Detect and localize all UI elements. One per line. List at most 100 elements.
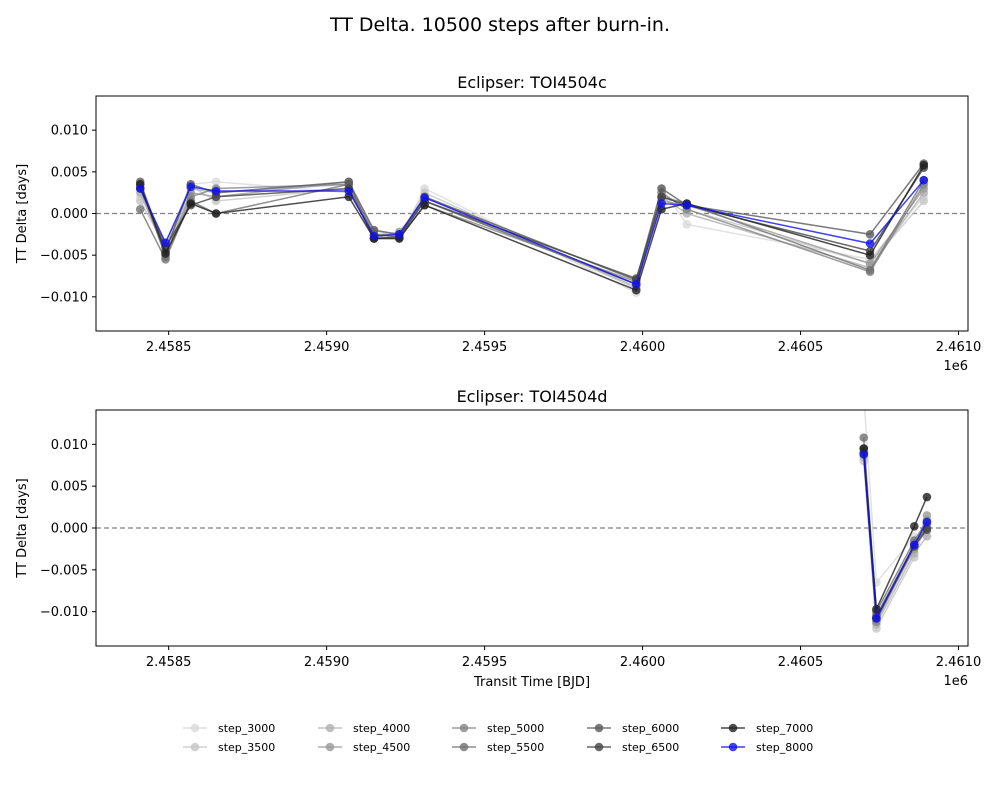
panel-toi4504c: Eclipser: TOI4504c 2.4585 2.4590 2.4595 2.46… <box>15 73 981 374</box>
data-point <box>369 231 379 241</box>
x-offset-label: 1e6 <box>943 359 968 374</box>
legend-entry-step_6500: step_6500 <box>587 741 679 754</box>
data-point <box>919 160 929 170</box>
data-point <box>682 220 692 229</box>
legend-marker <box>190 742 200 752</box>
legend-entry-step_5500: step_5500 <box>452 741 544 754</box>
x-tick-label: 2.4590 <box>304 340 350 355</box>
legend-entry-step_6000: step_6000 <box>587 722 679 735</box>
legend-marker <box>459 723 469 733</box>
data-point <box>211 209 221 218</box>
y-tick-label: 0.005 <box>51 165 88 180</box>
x-tick-label: 2.4610 <box>936 655 982 670</box>
legend-marker <box>325 723 335 733</box>
legend-label: step_4500 <box>353 741 410 754</box>
x-tick-label: 2.4600 <box>620 340 666 355</box>
legend-entry-step_3500: step_3500 <box>183 741 275 754</box>
y-tick-label: −0.005 <box>40 249 88 264</box>
data-point <box>865 230 875 239</box>
data-point <box>865 250 875 260</box>
y-tick-label: −0.010 <box>40 290 88 305</box>
x-tick-label: 2.4595 <box>462 340 508 355</box>
data-point <box>211 177 221 187</box>
plot-area <box>859 410 932 633</box>
data-point <box>909 522 919 531</box>
data-point <box>420 193 429 202</box>
panel-title: Eclipser: TOI4504c <box>457 73 607 92</box>
plot-area <box>135 159 929 297</box>
data-point <box>657 184 666 193</box>
data-point <box>919 175 929 185</box>
x-tick-label: 2.4585 <box>146 655 192 670</box>
figure-suptitle: TT Delta. 10500 steps after burn-in. <box>329 14 670 36</box>
legend-label: step_3000 <box>218 722 275 735</box>
x-tick-label: 2.4590 <box>304 655 350 670</box>
legend-entry-step_4500: step_4500 <box>318 741 410 754</box>
data-point <box>922 492 932 502</box>
y-tick-label: 0.010 <box>51 438 88 453</box>
data-point <box>420 200 429 210</box>
data-point <box>865 239 875 248</box>
y-tick-label: 0.000 <box>51 522 88 537</box>
panel-title: Eclipser: TOI4504d <box>457 387 608 406</box>
data-point <box>872 614 881 623</box>
x-tick-label: 2.4600 <box>620 655 666 670</box>
legend-marker <box>325 742 335 752</box>
data-point <box>865 265 875 275</box>
y-tick-label: −0.005 <box>40 563 88 578</box>
legend-label: step_3500 <box>218 741 275 754</box>
legend-marker <box>728 742 738 752</box>
x-tick-label: 2.4595 <box>462 655 508 670</box>
x-tick-label: 2.4605 <box>778 340 824 355</box>
legend: step_3000 step_3500 step_4000 step_4500 step… <box>183 722 813 754</box>
series-step_8000 <box>135 175 929 289</box>
data-point <box>919 196 929 206</box>
legend-label: step_5500 <box>487 741 544 754</box>
data-point <box>344 177 354 187</box>
data-point <box>161 249 170 258</box>
data-point <box>859 433 869 442</box>
x-offset-label: 1e6 <box>943 674 968 689</box>
data-point <box>135 205 145 214</box>
data-point <box>657 192 666 202</box>
legend-entry-step_7000: step_7000 <box>721 722 813 735</box>
legend-label: step_4000 <box>353 722 410 735</box>
data-point <box>682 200 692 210</box>
y-axis-label: TT Delta [days] <box>15 478 30 578</box>
legend-entry-step_3000: step_3000 <box>183 722 275 735</box>
legend-marker <box>728 723 738 733</box>
data-point <box>657 199 666 208</box>
legend-entry-step_8000: step_8000 <box>721 741 813 754</box>
legend-marker <box>190 723 200 733</box>
panel-toi4504d: Eclipser: TOI4504d 2.4585 2.4590 2.4595 2.46… <box>15 387 981 690</box>
x-tick-label: 2.4585 <box>146 340 192 355</box>
data-point <box>211 186 221 196</box>
y-axis-label: TT Delta [days] <box>15 164 30 264</box>
data-point <box>186 199 196 208</box>
x-tick-label: 2.4610 <box>936 340 982 355</box>
legend-label: step_7000 <box>756 722 813 735</box>
data-point <box>922 532 932 541</box>
series-line <box>862 454 928 622</box>
legend-marker <box>594 723 604 733</box>
data-point <box>395 230 404 239</box>
legend-label: step_6000 <box>622 722 679 735</box>
data-point <box>922 525 932 534</box>
legend-marker <box>594 742 604 752</box>
legend-entry-step_5000: step_5000 <box>452 722 544 735</box>
series-step_8000 <box>859 450 932 623</box>
y-tick-label: 0.005 <box>51 480 88 495</box>
legend-label: step_5000 <box>487 722 544 735</box>
x-axis-label: Transit Time [BJD] <box>473 675 590 690</box>
data-point <box>135 184 145 193</box>
y-tick-label: 0.000 <box>51 207 88 222</box>
x-tick-label: 2.4605 <box>778 655 824 670</box>
data-point <box>922 517 932 527</box>
legend-entry-step_4000: step_4000 <box>318 722 410 735</box>
data-point <box>859 450 869 459</box>
data-point <box>909 540 919 550</box>
data-point <box>631 280 641 289</box>
data-point <box>344 186 354 196</box>
